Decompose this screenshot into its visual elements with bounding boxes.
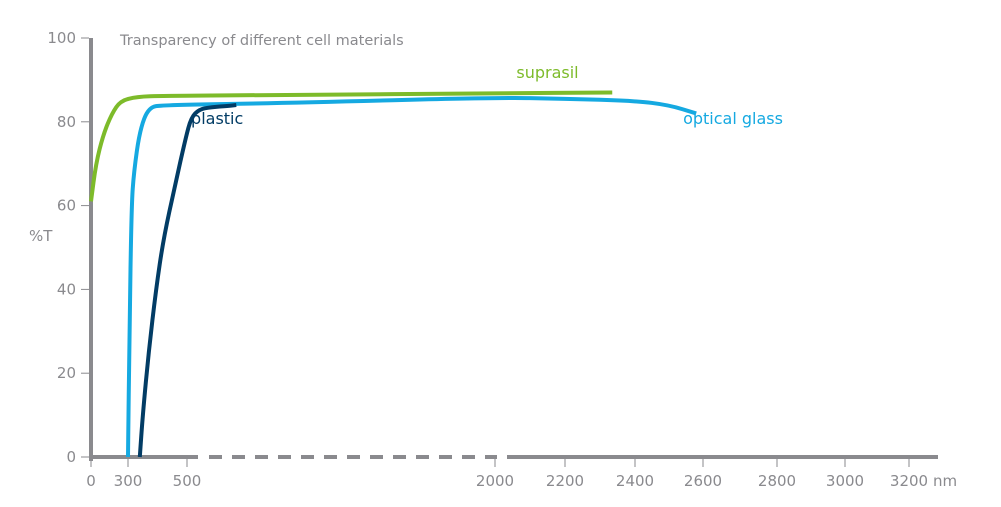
x-tick-label: 2400 <box>616 472 654 490</box>
x-tick-label: 0 <box>86 472 96 490</box>
series-line-optical-glass <box>126 96 697 458</box>
x-tick-label: 2000 <box>476 472 514 490</box>
axes: 0 20 40 60 80 100 0 300 500 2000 2200 2400 2600 2800 3… <box>47 29 938 490</box>
x-tick-label: 2600 <box>684 472 722 490</box>
x-axis-unit-label: nm <box>933 472 957 490</box>
series-line-suprasil <box>89 90 613 202</box>
y-tick-label: 0 <box>66 448 76 466</box>
x-tick-label: 2200 <box>546 472 584 490</box>
y-axis-label: %T <box>29 227 53 245</box>
series-label-suprasil: suprasil <box>516 63 578 82</box>
series-labels: suprasil optical glass plastic <box>191 63 783 128</box>
y-tick-label: 80 <box>57 113 76 131</box>
y-tick-label: 60 <box>57 197 76 215</box>
y-tick-label: 100 <box>47 29 76 47</box>
x-tick-label: 300 <box>114 472 143 490</box>
series-group <box>89 90 697 458</box>
series-label-optical-glass: optical glass <box>683 109 783 128</box>
x-tick-label: 3000 <box>826 472 864 490</box>
chart-title: Transparency of different cell materials <box>119 33 404 49</box>
x-tick-label: 500 <box>173 472 202 490</box>
x-tick-label: 3200 <box>890 472 928 490</box>
series-line-plastic <box>137 103 237 458</box>
series-label-plastic: plastic <box>191 109 243 128</box>
y-tick-label: 40 <box>57 280 76 298</box>
y-tick-label: 20 <box>57 364 76 382</box>
x-tick-label: 2800 <box>758 472 796 490</box>
